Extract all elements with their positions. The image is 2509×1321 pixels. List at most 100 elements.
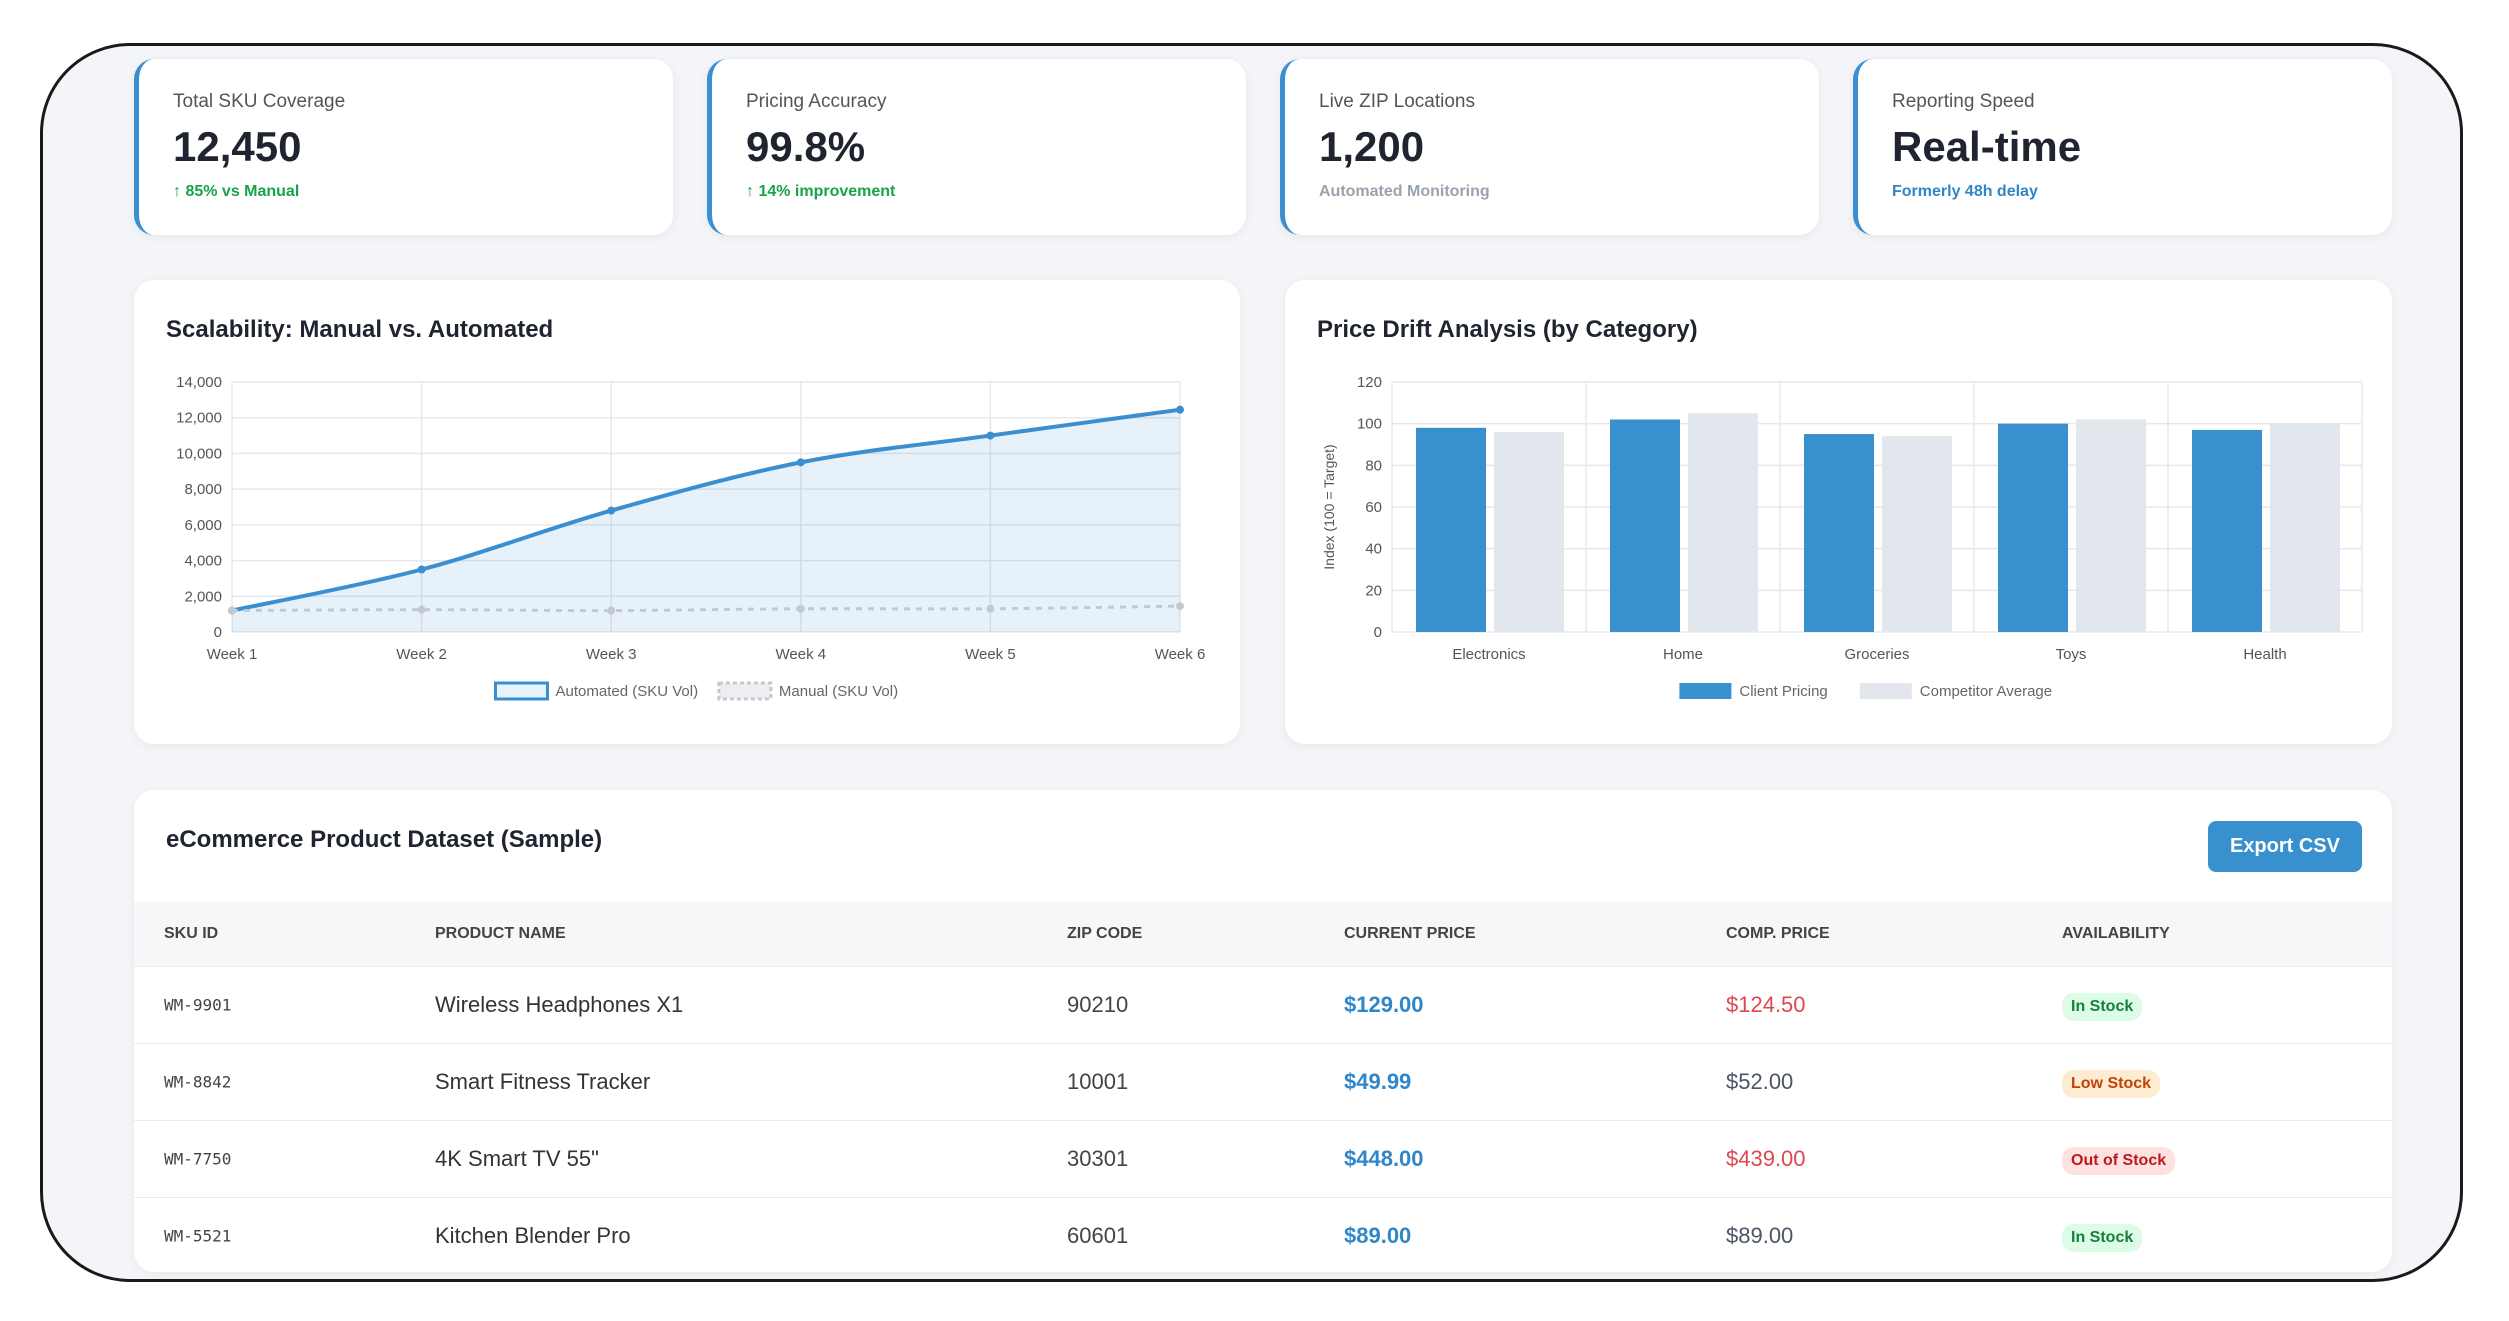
current-price: $448.00 xyxy=(1344,1146,1424,1171)
kpi-label: Reporting Speed xyxy=(1892,91,2035,112)
kpi-label: Total SKU Coverage xyxy=(173,91,346,112)
y-tick-label: 100 xyxy=(1357,416,1382,433)
x-tick-label: Toys xyxy=(2056,646,2087,663)
product-name: Kitchen Blender Pro xyxy=(435,1223,631,1248)
point xyxy=(417,605,426,614)
bar xyxy=(1610,419,1680,632)
product-name: Smart Fitness Tracker xyxy=(435,1069,651,1094)
column-header: PRODUCT NAME xyxy=(435,925,566,942)
point xyxy=(1176,405,1184,414)
dashboard-frame: Scalability: Manual vs. Automated 0 2,000… xyxy=(40,43,2463,1282)
product-name: 4K Smart TV 55" xyxy=(435,1146,599,1171)
legend-swatch xyxy=(1679,683,1732,699)
kpi-note: Formerly 48h delay xyxy=(1892,183,2038,200)
kpi-note: ↑ 14% improvement xyxy=(746,183,896,200)
sku-id: WM-7750 xyxy=(164,1149,232,1169)
legend-label: Automated (SKU Vol) xyxy=(556,683,699,700)
x-tick-label: Health xyxy=(2243,646,2286,663)
bar xyxy=(1416,427,1486,632)
comp-price: $124.50 xyxy=(1726,992,1806,1017)
sku-id: WM-8842 xyxy=(164,1072,232,1092)
zip-code: 90210 xyxy=(1067,992,1129,1017)
y-tick-label: 20 xyxy=(1365,582,1382,599)
point xyxy=(796,604,805,613)
export-button[interactable]: Export CSV xyxy=(2207,821,2362,872)
kpi-card: Total SKU Coverage 12,450 ↑ 85% vs Manual xyxy=(134,59,673,235)
line-chart: 0 2,000 4,000 6,000 8,000 10,000 12,000 14,000 W… xyxy=(176,374,1206,701)
kpi-card: Reporting Speed Real-time Formerly 48h del… xyxy=(1853,59,2392,235)
y-tick-label: 6,000 xyxy=(184,517,222,534)
kpi-note: ↑ 85% vs Manual xyxy=(173,183,300,200)
x-tick-label: Week 4 xyxy=(776,646,827,663)
column-header: CURRENT PRICE xyxy=(1344,925,1476,942)
y-tick-label: 10,000 xyxy=(176,445,222,462)
kpi-label: Pricing Accuracy xyxy=(746,91,887,112)
comp-price: $52.00 xyxy=(1726,1069,1794,1094)
bar-chart: 0 20 40 60 80 100 120 Index (100 = Target) Elect… xyxy=(1321,374,2363,700)
current-price: $89.00 xyxy=(1344,1223,1412,1248)
table-row: WM-9901 Wireless Headphones X1 90210 $129.0… xyxy=(134,966,2392,1044)
current-price: $49.99 xyxy=(1344,1069,1412,1094)
y-tick-label: 4,000 xyxy=(184,553,222,570)
comp-price: $439.00 xyxy=(1726,1146,1806,1171)
bar xyxy=(2076,419,2146,632)
point xyxy=(986,604,995,613)
chart-title: Price Drift Analysis (by Category) xyxy=(1317,316,1698,343)
table-header: SKU ID PRODUCT NAME ZIP CODE CURRENT PRICE C… xyxy=(134,902,2392,966)
availability-badge: Out of Stock xyxy=(2062,1147,2176,1175)
point xyxy=(986,431,995,440)
y-tick-label: 120 xyxy=(1357,374,1382,391)
zip-code: 60601 xyxy=(1067,1223,1129,1248)
bar xyxy=(2270,423,2340,632)
y-axis-label: Index (100 = Target) xyxy=(1321,444,1337,569)
legend-swatch xyxy=(1859,683,1912,699)
column-header: SKU ID xyxy=(164,925,219,942)
table-row: WM-7750 4K Smart TV 55" 30301 $448.00 $439.0… xyxy=(134,1120,2392,1198)
bar xyxy=(1688,413,1758,632)
bar xyxy=(1804,434,1874,632)
availability-badge: In Stock xyxy=(2062,993,2143,1021)
x-tick-label: Electronics xyxy=(1452,646,1525,663)
y-tick-label: 0 xyxy=(214,624,222,641)
current-price: $129.00 xyxy=(1344,992,1424,1017)
kpi-note: Automated Monitoring xyxy=(1319,183,1490,200)
kpi-card: Live ZIP Locations 1,200 Automated Monitor… xyxy=(1280,59,1819,235)
point xyxy=(228,606,236,615)
column-header: ZIP CODE xyxy=(1067,925,1143,942)
zip-code: 30301 xyxy=(1067,1146,1129,1171)
x-tick-label: Week 2 xyxy=(396,646,447,663)
legend-swatch xyxy=(494,681,549,701)
kpi-value: 1,200 xyxy=(1319,123,1425,170)
area xyxy=(232,409,1180,632)
x-tick-label: Week 6 xyxy=(1155,646,1206,663)
y-tick-label: 12,000 xyxy=(176,410,222,427)
x-tick-label: Week 3 xyxy=(586,646,637,663)
chart-title: Scalability: Manual vs. Automated xyxy=(166,316,554,343)
kpi-label: Live ZIP Locations xyxy=(1319,91,1475,112)
y-tick-label: 80 xyxy=(1365,457,1382,474)
point xyxy=(607,506,616,515)
kpi-value: Real-time xyxy=(1892,123,2082,170)
product-name: Wireless Headphones X1 xyxy=(435,992,684,1017)
point xyxy=(417,565,426,574)
table-row: WM-5521 Kitchen Blender Pro 60601 $89.00 $89… xyxy=(134,1197,2392,1272)
line xyxy=(231,407,1181,613)
legend-label: Manual (SKU Vol) xyxy=(779,683,898,700)
line xyxy=(231,604,1181,613)
point xyxy=(1176,602,1184,611)
y-tick-label: 14,000 xyxy=(176,374,222,391)
bar xyxy=(1882,436,1952,632)
y-tick-label: 40 xyxy=(1365,541,1382,558)
sku-id: WM-9901 xyxy=(164,995,232,1015)
y-tick-label: 0 xyxy=(1374,624,1382,641)
legend-swatch xyxy=(717,681,773,701)
x-tick-label: Home xyxy=(1663,646,1703,663)
bar-chart-card: Price Drift Analysis (by Category) 0 20 40… xyxy=(1285,280,2392,744)
column-header: AVAILABILITY xyxy=(2062,925,2170,942)
kpi-value: 99.8% xyxy=(746,123,866,170)
y-tick-label: 8,000 xyxy=(184,481,222,498)
x-tick-label: Week 5 xyxy=(965,646,1016,663)
y-tick-label: 60 xyxy=(1365,499,1382,516)
point xyxy=(607,606,616,615)
